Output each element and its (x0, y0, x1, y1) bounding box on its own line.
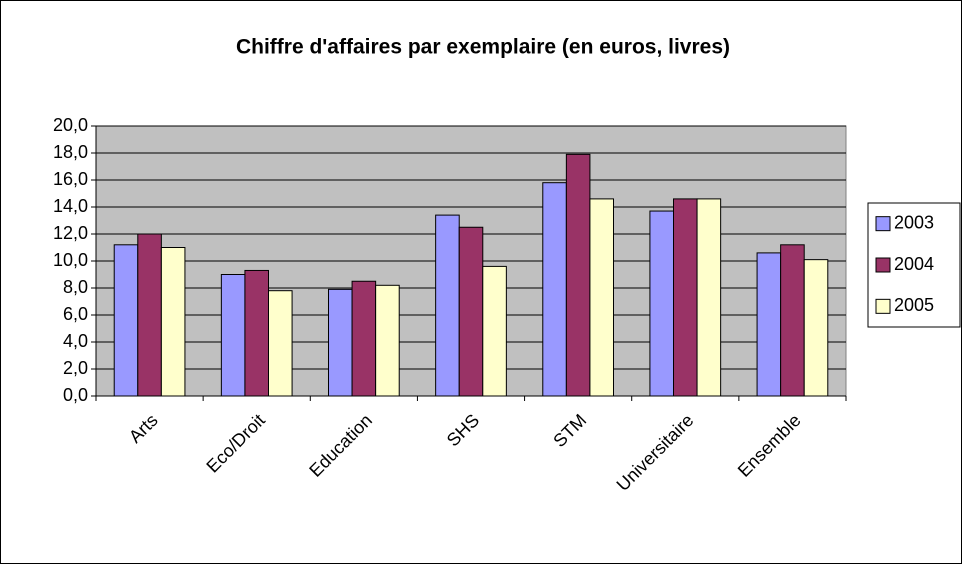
legend-label: 2005 (894, 295, 934, 315)
bar (113, 244, 139, 397)
bar (649, 210, 675, 397)
bar (482, 265, 507, 397)
bar (137, 233, 162, 397)
bar (696, 198, 722, 397)
y-tick-label: 18,0 (53, 142, 88, 162)
bar (803, 259, 829, 397)
bar (220, 274, 246, 397)
y-tick-label: 10,0 (53, 250, 88, 270)
legend-swatch (875, 298, 891, 314)
legend-label: 2003 (894, 212, 934, 232)
bar (244, 269, 270, 397)
y-tick-label: 4,0 (63, 331, 88, 351)
bar (780, 244, 805, 397)
y-tick-label: 12,0 (53, 223, 88, 243)
chart-title: Chiffre d'affaires par exemplaire (en eu… (236, 36, 730, 59)
y-tick-label: 6,0 (63, 304, 88, 324)
y-tick-label: 14,0 (53, 196, 88, 216)
bar (375, 284, 400, 397)
y-tick-label: 16,0 (53, 169, 88, 189)
y-tick-label: 20,0 (53, 115, 88, 135)
y-tick-label: 2,0 (63, 358, 88, 378)
y-tick-label: 8,0 (63, 277, 88, 297)
legend-swatch (875, 257, 891, 273)
legend-swatch (875, 216, 891, 232)
bar (565, 153, 591, 397)
bar (435, 214, 460, 397)
bar (458, 226, 484, 397)
bar (756, 252, 782, 397)
bar (328, 288, 353, 397)
bar (160, 247, 186, 397)
legend-label: 2004 (894, 254, 934, 274)
bar (268, 290, 293, 397)
bar (542, 182, 567, 397)
bar (589, 198, 615, 397)
y-tick-label: 0,0 (63, 385, 88, 405)
bar (351, 280, 377, 397)
bar (673, 198, 698, 397)
